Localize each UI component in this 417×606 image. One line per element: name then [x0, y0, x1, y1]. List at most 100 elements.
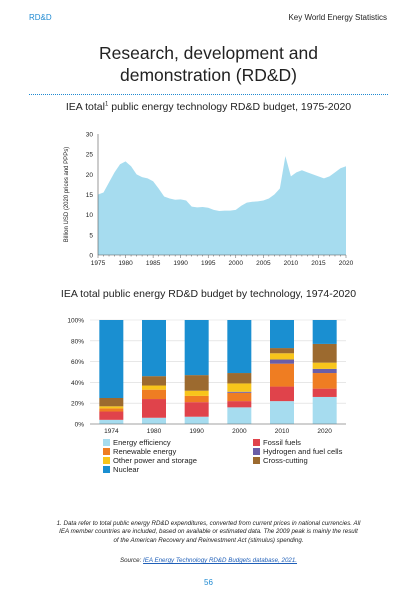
legend-swatch [103, 466, 110, 473]
y-tick-label: 60% [71, 359, 84, 366]
bar-segment [184, 416, 209, 424]
legend-item: Energy efficiency [103, 438, 171, 447]
page-number: 56 [204, 578, 213, 587]
x-tick-label: 1980 [147, 428, 162, 435]
bar-segment [99, 406, 124, 409]
legend-swatch [253, 439, 260, 446]
y-tick-label: 80% [71, 338, 84, 345]
bar-segment [227, 383, 252, 392]
x-tick-label: 1990 [173, 260, 188, 267]
y-tick-label: 5 [89, 232, 93, 239]
x-tick-label: 1980 [118, 260, 133, 267]
legend-swatch [103, 439, 110, 446]
x-tick-label: 2010 [275, 428, 290, 435]
technology-stacked-bar-chart: 0% 20% 40% 60% 80% 100% 1974 1980 1990 2000 2010 20… [67, 318, 346, 435]
legend-swatch [103, 448, 110, 455]
x-tick-label: 2020 [339, 260, 354, 267]
bar-segment [142, 385, 166, 390]
y-tick-label: 20% [71, 401, 84, 408]
chart1-title-rest: public energy technology RD&D budget, 19… [108, 101, 352, 113]
y-tick-label: 100% [67, 318, 84, 325]
bar-segment [312, 368, 337, 374]
bar-segment [99, 411, 124, 420]
bar-segment [227, 391, 252, 393]
header-section-label: RD&D [29, 13, 52, 22]
budget-area-chart: 0 5 10 15 20 25 30 1975 1980 1985 1990 1995 2000 2005… [64, 132, 354, 268]
legend-label: Hydrogen and fuel cells [263, 447, 343, 456]
source-link[interactable]: IEA Energy Technology RD&D Budgets datab… [143, 557, 298, 564]
y-axis-title: Billion USD (2020 prices and PPPs) [64, 147, 70, 242]
bar-segment [312, 362, 337, 369]
bar-segment [270, 320, 294, 349]
bar-segment [184, 390, 209, 396]
legend-swatch [253, 457, 260, 464]
legend-label: Fossil fuels [263, 438, 301, 447]
legend-item: Cross-cutting [253, 456, 308, 465]
x-tick-label: 1995 [201, 260, 216, 267]
chart1-title-text: IEA total [65, 101, 105, 113]
y-tick-label: 10 [86, 212, 94, 219]
bar-segment [312, 373, 337, 389]
bar-segment [142, 376, 166, 386]
bar-segment [142, 399, 166, 418]
x-tick-label: 2000 [232, 428, 247, 435]
bar-segment [184, 320, 209, 376]
page-title-line-2: demonstration (RD&D) [120, 65, 297, 85]
x-tick-label: 1985 [146, 260, 161, 267]
bar-segment [227, 373, 252, 384]
bar-segment [227, 407, 252, 424]
legend-item: Other power and storage [103, 456, 197, 465]
bar-segment [227, 401, 252, 408]
bar-segment [99, 419, 124, 424]
header-publication-title: Key World Energy Statistics [288, 13, 387, 22]
bar-segment [142, 320, 166, 377]
bar-segment [312, 388, 337, 397]
y-tick-label: 25 [86, 152, 94, 159]
legend-label: Renewable energy [113, 447, 177, 456]
title-divider [29, 94, 388, 95]
legend-label: Nuclear [113, 465, 140, 474]
x-tick-label: 2020 [317, 428, 332, 435]
x-tick-label: 2005 [256, 260, 271, 267]
legend-item: Renewable energy [103, 447, 176, 456]
legend-label: Cross-cutting [263, 456, 308, 465]
source-line: Source: IEA Energy Technology RD&D Budge… [0, 557, 417, 564]
bar-segment [312, 396, 337, 424]
y-tick-label: 0% [75, 422, 85, 429]
page-title-line-1: Research, development and [99, 43, 318, 63]
footnote: 1. Data refer to total public energy RD&… [56, 520, 361, 544]
x-tick-label: 2000 [229, 260, 244, 267]
x-tick-label: 1974 [104, 428, 119, 435]
budget-area-series [98, 156, 346, 255]
bar-segment [270, 353, 294, 360]
x-tick-label: 2010 [284, 260, 299, 267]
x-tick-label: 2015 [311, 260, 326, 267]
bar-segment [312, 343, 337, 363]
page-title: Research, development and demonstration … [0, 42, 417, 86]
bar-segment [99, 408, 124, 412]
legend-item: Hydrogen and fuel cells [253, 447, 342, 456]
x-tick-label: 1990 [189, 428, 204, 435]
bar-segment [312, 320, 337, 344]
x-tick-label: 1975 [91, 260, 106, 267]
bar-segment [142, 417, 166, 424]
y-tick-label: 20 [86, 172, 94, 179]
legend-swatch [103, 457, 110, 464]
bar-segment [270, 359, 294, 364]
bar-segment [270, 401, 294, 424]
bar-segment [184, 375, 209, 391]
bar-segment [142, 389, 166, 400]
legend-item: Nuclear [103, 465, 139, 474]
bar-segment [184, 402, 209, 417]
legend-item: Fossil fuels [253, 438, 301, 447]
chart1-title-footnote-mark: 1 [104, 101, 109, 108]
legend-label: Other power and storage [113, 456, 198, 465]
legend-swatch [253, 448, 260, 455]
bar-segment [99, 320, 124, 398]
y-tick-label: 15 [86, 192, 94, 199]
bar-segment [270, 386, 294, 402]
bar-segment [227, 392, 252, 402]
bar-segment [270, 363, 294, 387]
chart1-title: IEA total1 public energy technology RD&D… [0, 101, 417, 113]
y-tick-label: 40% [71, 380, 84, 387]
